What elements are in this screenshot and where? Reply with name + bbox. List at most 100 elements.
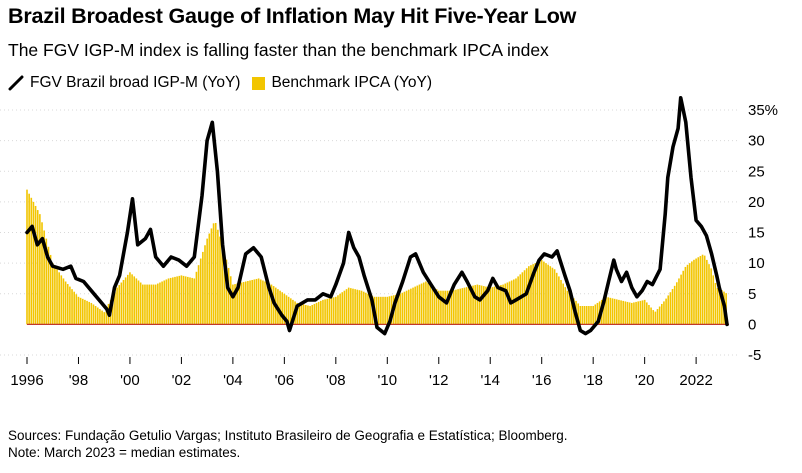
ipca-bar bbox=[174, 276, 176, 325]
ipca-bar bbox=[28, 193, 30, 325]
ipca-bar bbox=[489, 287, 492, 325]
ipca-bar bbox=[534, 263, 537, 325]
ipca-bar bbox=[459, 288, 462, 325]
ipca-bar bbox=[227, 267, 230, 325]
ipca-bar bbox=[341, 292, 344, 325]
y-tick-label: 15 bbox=[748, 225, 765, 242]
ipca-bar bbox=[583, 306, 586, 325]
ipca-bar bbox=[382, 296, 384, 325]
ipca-bar bbox=[427, 283, 429, 325]
ipca-bar bbox=[360, 290, 363, 325]
ipca-bar bbox=[645, 302, 648, 325]
ipca-bar bbox=[229, 276, 232, 325]
ipca-bar bbox=[403, 291, 406, 325]
ipca-bar bbox=[84, 299, 86, 325]
ipca-bar bbox=[450, 290, 453, 325]
ipca-bar bbox=[658, 306, 661, 325]
ipca-bar bbox=[407, 289, 410, 325]
ipca-bar bbox=[579, 306, 582, 325]
ipca-bar bbox=[159, 282, 161, 325]
ipca-bar bbox=[377, 296, 380, 325]
ipca-bar bbox=[521, 272, 524, 325]
ipca-bar bbox=[626, 301, 629, 325]
ipca-bar bbox=[313, 303, 316, 325]
ipca-bar bbox=[202, 251, 204, 325]
ipca-bar bbox=[703, 255, 706, 325]
y-tick-label: -5 bbox=[748, 347, 761, 364]
x-tick-label: 1996 bbox=[10, 372, 43, 389]
ipca-bar bbox=[244, 281, 247, 325]
ipca-bar bbox=[189, 277, 191, 325]
ipca-bar bbox=[635, 301, 637, 325]
ipca-bar bbox=[32, 201, 35, 325]
ipca-bar bbox=[560, 279, 562, 325]
x-tick-label: '04 bbox=[223, 372, 243, 389]
ipca-bar bbox=[79, 297, 82, 325]
ipca-bar bbox=[504, 283, 507, 325]
chart-subtitle: The FGV IGP-M index is falling faster th… bbox=[8, 40, 549, 60]
ipca-bar bbox=[120, 282, 123, 325]
ipca-bar bbox=[135, 278, 138, 325]
ipca-bar bbox=[165, 279, 168, 325]
ipca-bar bbox=[684, 266, 687, 325]
ipca-bar bbox=[324, 299, 326, 325]
ipca-bar bbox=[721, 290, 723, 325]
ipca-bar bbox=[708, 264, 710, 325]
ipca-bar bbox=[148, 284, 151, 325]
x-tick-label: '08 bbox=[326, 372, 346, 389]
ipca-bar bbox=[139, 282, 142, 325]
ipca-bar bbox=[395, 294, 397, 325]
ipca-bar bbox=[281, 292, 284, 325]
ipca-bar bbox=[144, 284, 146, 325]
x-tick-label: '20 bbox=[635, 372, 655, 389]
ipca-bar bbox=[676, 282, 678, 325]
ipca-bar bbox=[691, 261, 693, 325]
chart-footer: Sources: Fundação Getulio Vargas; Instit… bbox=[8, 427, 568, 461]
ipca-bar bbox=[551, 267, 554, 325]
ipca-bar bbox=[105, 308, 108, 325]
ipca-bar bbox=[122, 279, 125, 325]
ipca-bar bbox=[605, 296, 607, 325]
ipca-bar bbox=[30, 197, 33, 325]
ipca-bar bbox=[167, 278, 170, 325]
ipca-bar bbox=[367, 293, 369, 325]
ipca-bar bbox=[217, 229, 219, 325]
ipca-bar bbox=[337, 295, 339, 325]
ipca-bar bbox=[549, 266, 552, 325]
ipca-bar bbox=[714, 283, 717, 325]
ipca-bar bbox=[66, 284, 69, 325]
ipca-bar bbox=[249, 280, 251, 325]
ipca-bar bbox=[603, 298, 605, 325]
ipca-bar bbox=[671, 289, 674, 325]
ipca-bar bbox=[718, 289, 721, 325]
ipca-bar bbox=[410, 288, 412, 325]
ipca-bar bbox=[663, 301, 665, 325]
ipca-bar bbox=[412, 287, 414, 325]
ipca-bar bbox=[270, 284, 273, 325]
ipca-bar bbox=[124, 277, 127, 325]
y-tick-label: 35% bbox=[748, 102, 778, 119]
ipca-bar bbox=[180, 275, 183, 325]
ipca-bar bbox=[58, 272, 60, 325]
ipca-bar bbox=[257, 278, 260, 325]
x-tick-label: '18 bbox=[583, 372, 603, 389]
ipca-bar bbox=[81, 298, 84, 325]
chart-legend: FGV Brazil broad IGP-M (YoY) Benchmark I… bbox=[8, 74, 444, 92]
ipca-bar bbox=[315, 302, 318, 325]
ipca-bar bbox=[26, 189, 28, 325]
estimate-note: Note: March 2023 = median estimates. bbox=[8, 445, 241, 460]
ipca-bar bbox=[356, 289, 359, 325]
ipca-bar bbox=[255, 278, 258, 325]
ipca-bar bbox=[116, 287, 118, 325]
ipca-bar bbox=[405, 290, 408, 325]
ipca-bar bbox=[133, 276, 136, 325]
ipca-bar bbox=[71, 289, 73, 325]
ipca-bar bbox=[326, 298, 329, 325]
ipca-bar bbox=[643, 299, 646, 325]
ipca-bar bbox=[212, 223, 215, 325]
ipca-bar bbox=[474, 285, 477, 325]
ipca-bar bbox=[146, 284, 148, 325]
ipca-bar bbox=[238, 283, 241, 325]
ipca-bar bbox=[701, 254, 704, 325]
ipca-bar bbox=[92, 304, 95, 325]
